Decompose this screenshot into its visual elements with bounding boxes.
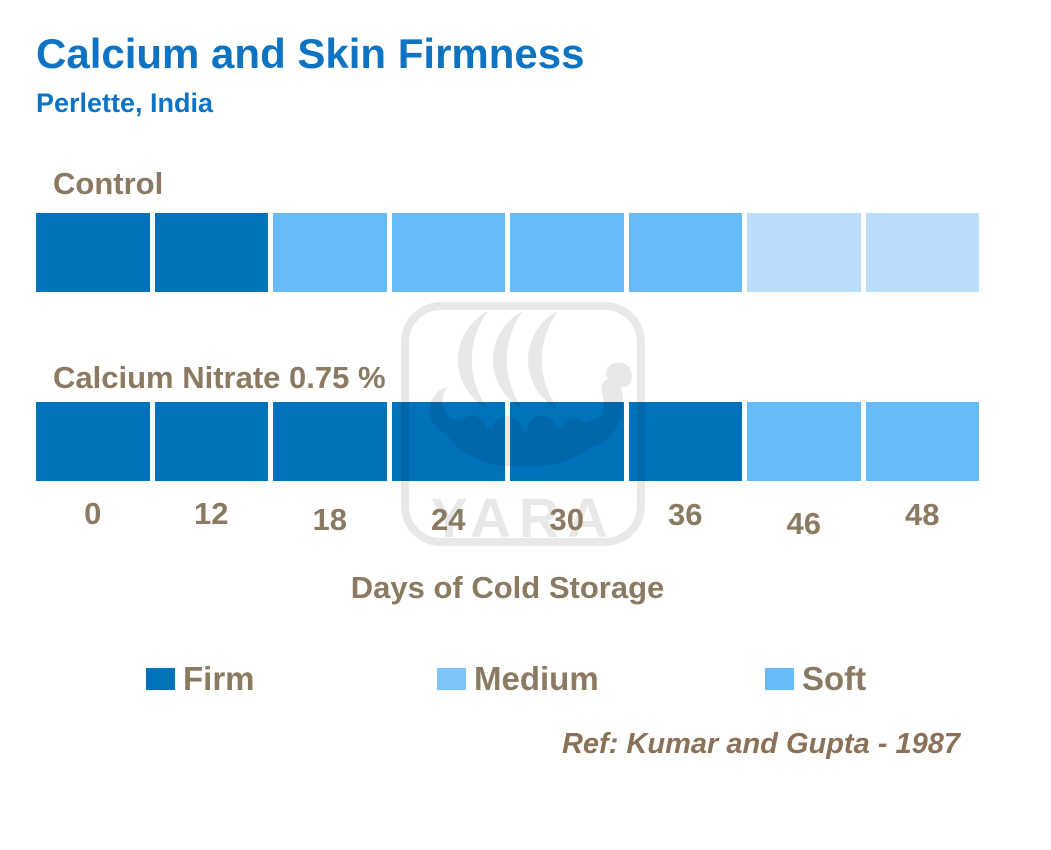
bar-segment-firm bbox=[154, 213, 268, 292]
page-subtitle: Perlette, India bbox=[36, 88, 214, 118]
bar-segment-medium bbox=[510, 213, 624, 292]
legend: Firm Medium Soft bbox=[0, 660, 1051, 702]
legend-label-firm: Firm bbox=[183, 660, 255, 697]
bar-segment-soft bbox=[865, 213, 979, 292]
bar-segment-soft bbox=[747, 213, 861, 292]
firm-swatch bbox=[146, 668, 175, 690]
bar-segment-firm bbox=[36, 213, 150, 292]
x-tick-label: 30 bbox=[549, 502, 584, 537]
bar-segment-medium bbox=[391, 213, 505, 292]
bar-segment-firm bbox=[510, 402, 624, 481]
bar-segment-medium bbox=[273, 213, 387, 292]
bar-segment-firm bbox=[273, 402, 387, 481]
bar-calcium-nitrate bbox=[36, 402, 979, 481]
medium-swatch bbox=[437, 668, 466, 690]
bar-segment-firm bbox=[36, 402, 150, 481]
x-tick-label: 18 bbox=[312, 502, 347, 537]
soft-swatch bbox=[765, 668, 794, 690]
x-axis-ticks: 0 12 18 24 30 36 46 48 bbox=[36, 496, 979, 541]
x-axis-title: Days of Cold Storage bbox=[350, 570, 665, 605]
reference-text: Ref: Kumar and Gupta - 1987 bbox=[561, 728, 960, 760]
bar-segment-firm bbox=[154, 402, 268, 481]
bar-segment-medium bbox=[628, 213, 742, 292]
x-tick-label: 0 bbox=[84, 496, 102, 531]
bar-segment-medium bbox=[865, 402, 979, 481]
legend-label-medium: Medium bbox=[474, 660, 599, 697]
legend-item-medium: Medium bbox=[437, 660, 599, 698]
legend-label-soft: Soft bbox=[802, 660, 867, 697]
bar-segment-medium bbox=[747, 402, 861, 481]
legend-item-soft: Soft bbox=[765, 660, 866, 698]
series-label-calcium-nitrate: Calcium Nitrate 0.75 % bbox=[53, 360, 386, 395]
series-label-control: Control bbox=[53, 166, 164, 201]
x-tick-label: 24 bbox=[431, 502, 466, 537]
x-tick-label: 48 bbox=[905, 497, 940, 532]
bar-segment-firm bbox=[391, 402, 505, 481]
bar-segment-firm bbox=[628, 402, 742, 481]
legend-item-firm: Firm bbox=[146, 660, 255, 698]
x-tick-label: 36 bbox=[668, 497, 703, 532]
page-title: Calcium and Skin Firmness bbox=[36, 30, 585, 77]
x-tick-label: 12 bbox=[194, 496, 229, 531]
bar-control bbox=[36, 213, 979, 292]
x-tick-label: 46 bbox=[786, 506, 821, 541]
